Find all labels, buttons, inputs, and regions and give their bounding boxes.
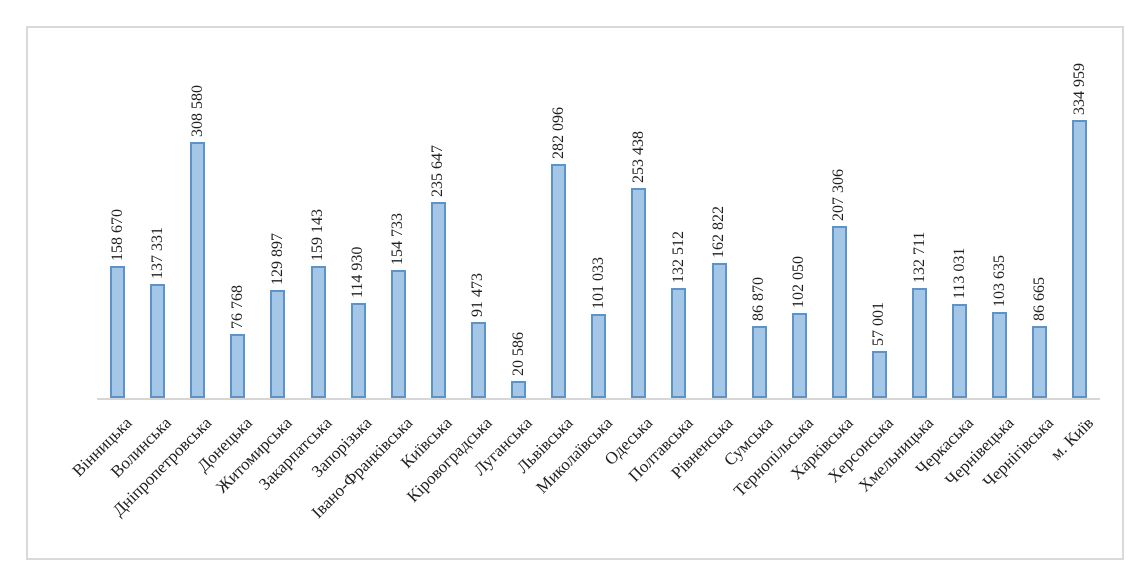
bar (470, 322, 486, 398)
category-label: м. Київ (1047, 413, 1098, 464)
bar (390, 270, 406, 398)
bar-value-label: 162 822 (710, 206, 727, 258)
bar-value-label: 137 331 (148, 227, 166, 279)
bar (1032, 326, 1048, 398)
plot-area: 158 670 Вінницька 137 331 Волинська 308 580 Д… (28, 28, 1122, 558)
bar (511, 381, 526, 398)
bar-value-label: 113 031 (950, 247, 968, 299)
bar-value-label: 76 768 (228, 285, 246, 329)
bar (150, 284, 166, 398)
bar (350, 303, 366, 398)
bar-value-label: 282 096 (549, 107, 567, 159)
bar (992, 312, 1008, 398)
bar-value-label: 102 050 (790, 256, 808, 308)
bar (791, 313, 807, 398)
bar-value-label: 103 635 (990, 255, 1008, 307)
bar-value-label: 57 001 (870, 302, 888, 346)
bar (1072, 120, 1088, 398)
bar (430, 202, 446, 398)
bar (751, 326, 767, 398)
bar (270, 290, 286, 398)
bar-value-label: 114 930 (349, 246, 367, 298)
bar-value-label: 253 438 (629, 131, 647, 183)
bar-value-label: 158 670 (108, 209, 126, 261)
bar-value-label: 86 665 (1030, 277, 1048, 321)
bar-value-label: 235 647 (429, 145, 447, 197)
bar-value-label: 334 959 (1070, 63, 1088, 115)
bar-value-label: 154 733 (389, 213, 407, 265)
bar-value-label: 308 580 (188, 85, 206, 137)
bar-value-label: 20 586 (509, 332, 527, 376)
bar (671, 288, 687, 398)
bar (711, 263, 727, 398)
bar (912, 288, 927, 398)
bar (952, 304, 968, 398)
bar (230, 334, 246, 398)
bar-value-label: 207 306 (830, 169, 848, 221)
bar (871, 351, 887, 398)
bar (831, 226, 847, 398)
bar-value-label: 129 897 (268, 233, 286, 285)
bar-value-label: 91 473 (469, 273, 487, 317)
bar (110, 266, 125, 398)
chart-frame: 158 670 Вінницька 137 331 Волинська 308 580 Д… (26, 26, 1124, 560)
x-axis-line (97, 398, 1100, 400)
bar-value-label: 101 033 (589, 257, 607, 309)
bar-value-label: 132 512 (669, 231, 687, 283)
bar-value-label: 159 143 (309, 209, 326, 261)
bar (551, 164, 567, 398)
bar-value-label: 132 711 (910, 231, 928, 283)
bar (190, 142, 206, 398)
bar (310, 266, 326, 398)
bar (591, 314, 607, 398)
bar-value-label: 86 870 (750, 277, 768, 321)
bar (631, 188, 647, 398)
